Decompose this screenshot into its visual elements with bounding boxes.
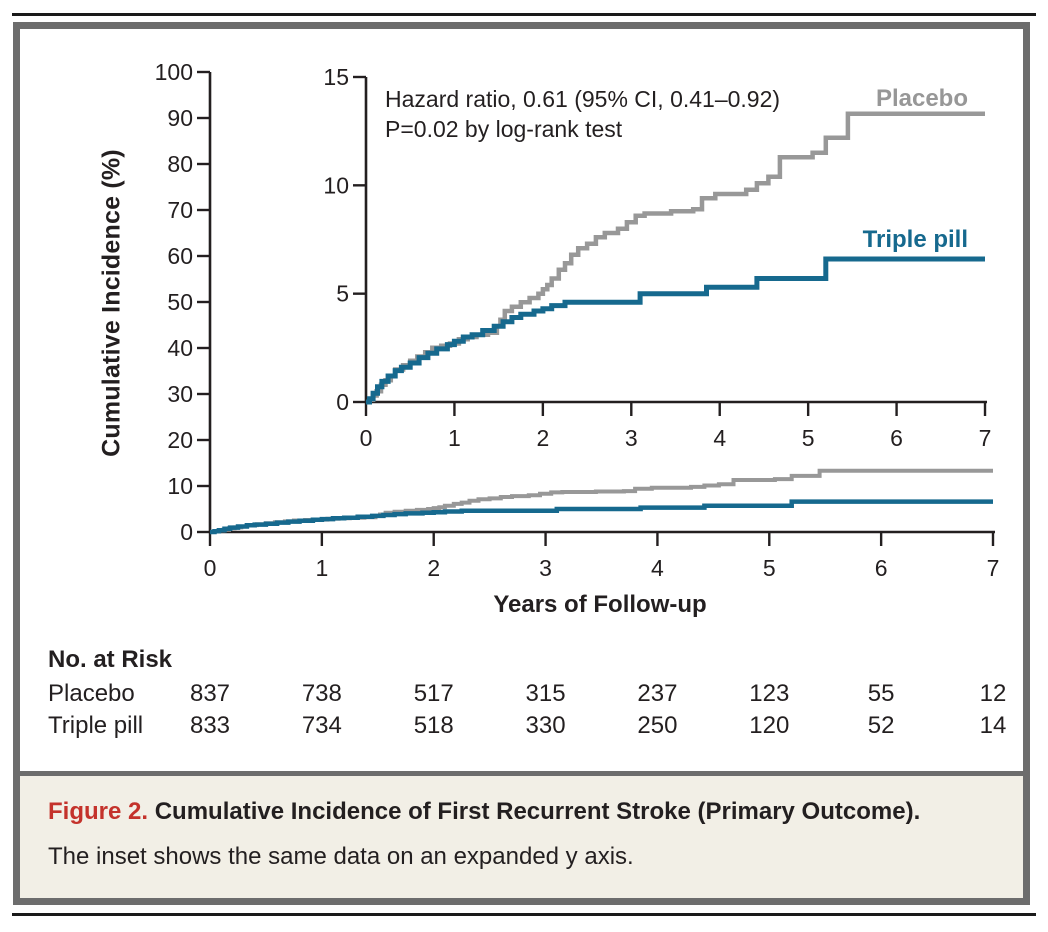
inset-ytick-label-5: 5 bbox=[336, 281, 349, 307]
risk-value-triple-pill-1: 734 bbox=[302, 712, 342, 739]
figure-number: Figure 2. bbox=[48, 798, 149, 825]
inset-curve-triple-pill bbox=[366, 256, 985, 405]
risk-value-placebo-1: 738 bbox=[302, 680, 342, 707]
inset-ytick-label-0: 0 bbox=[336, 389, 349, 415]
risk-value-triple-pill-5: 120 bbox=[749, 712, 789, 739]
main-ytick-label-100: 100 bbox=[155, 59, 193, 85]
figure-caption-title: Figure 2. Cumulative Incidence of First … bbox=[48, 796, 920, 828]
main-x-axis-title: Years of Follow-up bbox=[493, 591, 707, 618]
inset-ytick-label-10: 10 bbox=[323, 172, 349, 198]
inset-xtick-label-4: 4 bbox=[713, 425, 726, 451]
main-xtick-label-7: 7 bbox=[987, 555, 1000, 581]
main-ytick-label-20: 20 bbox=[167, 427, 193, 453]
placebo-curve-label: Placebo bbox=[875, 85, 968, 112]
main-ytick-label-0: 0 bbox=[180, 519, 193, 545]
risk-value-placebo-6: 55 bbox=[868, 680, 895, 707]
main-xtick-label-0: 0 bbox=[204, 555, 217, 581]
bottom-rule bbox=[12, 913, 1036, 916]
main-ytick-label-50: 50 bbox=[167, 289, 193, 315]
caption-area bbox=[20, 771, 1023, 898]
inset-xtick-label-7: 7 bbox=[979, 425, 992, 451]
risk-value-placebo-5: 123 bbox=[749, 680, 789, 707]
main-ytick-label-40: 40 bbox=[167, 335, 193, 361]
risk-row-label-triple-pill: Triple pill bbox=[48, 712, 144, 739]
main-ytick-label-90: 90 bbox=[167, 105, 193, 131]
main-xtick-label-4: 4 bbox=[651, 555, 664, 581]
risk-row-label-placebo: Placebo bbox=[48, 680, 135, 707]
pvalue-annotation: P=0.02 by log-rank test bbox=[385, 116, 623, 142]
main-ytick-label-10: 10 bbox=[167, 473, 193, 499]
figure-title: Cumulative Incidence of First Recurrent … bbox=[154, 798, 921, 825]
figure-caption-subtitle: The inset shows the same data on an expa… bbox=[48, 843, 634, 870]
main-ytick-label-70: 70 bbox=[167, 197, 193, 223]
inset-xtick-label-1: 1 bbox=[448, 425, 461, 451]
main-y-axis-title: Cumulative Incidence (%) bbox=[97, 149, 126, 457]
inset-xtick-label-3: 3 bbox=[625, 425, 638, 451]
main-xtick-label-6: 6 bbox=[875, 555, 888, 581]
risk-value-triple-pill-4: 250 bbox=[637, 712, 677, 739]
risk-value-triple-pill-2: 518 bbox=[414, 712, 454, 739]
risk-value-placebo-2: 517 bbox=[414, 680, 454, 707]
inset-xtick-label-2: 2 bbox=[536, 425, 549, 451]
inset-xtick-label-6: 6 bbox=[890, 425, 903, 451]
risk-value-triple-pill-0: 833 bbox=[190, 712, 230, 739]
figure-frame bbox=[13, 22, 1030, 905]
hazard-ratio-annotation: Hazard ratio, 0.61 (95% CI, 0.41–0.92) bbox=[385, 86, 781, 112]
no-at-risk-header: No. at Risk bbox=[48, 646, 173, 673]
risk-value-placebo-7: 12 bbox=[980, 680, 1007, 707]
main-xtick-label-2: 2 bbox=[427, 555, 440, 581]
main-xtick-label-5: 5 bbox=[763, 555, 776, 581]
risk-value-triple-pill-7: 14 bbox=[980, 712, 1007, 739]
main-xtick-label-1: 1 bbox=[315, 555, 328, 581]
main-ytick-label-30: 30 bbox=[167, 381, 193, 407]
risk-value-triple-pill-6: 52 bbox=[868, 712, 895, 739]
main-xtick-label-3: 3 bbox=[539, 555, 552, 581]
inset-ytick-label-15: 15 bbox=[323, 64, 349, 90]
inset-xtick-label-5: 5 bbox=[802, 425, 815, 451]
risk-value-placebo-3: 315 bbox=[526, 680, 566, 707]
risk-value-placebo-0: 837 bbox=[190, 680, 230, 707]
main-ytick-label-60: 60 bbox=[167, 243, 193, 269]
triple-pill-curve-label: Triple pill bbox=[862, 226, 968, 253]
risk-value-triple-pill-3: 330 bbox=[526, 712, 566, 739]
top-rule bbox=[12, 13, 1036, 16]
main-ytick-label-80: 80 bbox=[167, 151, 193, 177]
main-curve-triple-pill bbox=[210, 499, 993, 535]
inset-xtick-label-0: 0 bbox=[360, 425, 373, 451]
risk-value-placebo-4: 237 bbox=[637, 680, 677, 707]
